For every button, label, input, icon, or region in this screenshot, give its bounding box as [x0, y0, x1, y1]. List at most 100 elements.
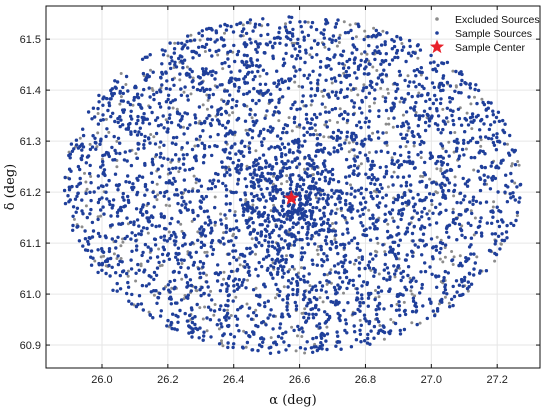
sample-source-point: [62, 188, 67, 193]
sample-source-point: [414, 279, 418, 283]
sample-source-point: [129, 163, 134, 168]
sample-source-point: [259, 33, 263, 38]
sample-source-point: [505, 236, 509, 240]
sample-source-point: [316, 200, 320, 204]
sample-source-point: [364, 116, 368, 120]
sample-source-point: [322, 205, 327, 210]
sample-source-point: [315, 165, 319, 169]
sample-source-point: [293, 47, 297, 51]
sample-source-point: [312, 165, 316, 169]
sample-source-point: [228, 202, 232, 206]
sample-source-point: [333, 303, 338, 307]
sample-source-point: [290, 32, 295, 36]
sample-source-point: [448, 100, 452, 104]
sample-source-point: [183, 311, 187, 316]
sample-source-point: [359, 340, 363, 344]
excluded-source-point: [89, 175, 93, 178]
sample-source-point: [396, 195, 401, 199]
sample-source-point: [417, 217, 421, 222]
sample-source-point: [305, 130, 309, 134]
sample-source-point: [484, 200, 489, 204]
sample-source-point: [121, 269, 126, 273]
sample-source-point: [188, 200, 192, 204]
sample-source-point: [141, 250, 145, 255]
sample-source-point: [336, 283, 340, 287]
sample-source-point: [150, 160, 155, 164]
sample-source-point: [186, 46, 190, 50]
sample-source-point: [375, 50, 380, 55]
sample-source-point: [83, 229, 87, 233]
sample-source-point: [271, 185, 275, 189]
sample-source-point: [74, 143, 79, 147]
sample-source-point: [358, 214, 362, 218]
sample-source-point: [233, 130, 237, 134]
sample-source-point: [297, 327, 301, 332]
sample-source-point: [172, 287, 176, 291]
sample-source-point: [162, 287, 166, 291]
sample-source-point: [372, 274, 376, 278]
sample-source-point: [287, 15, 291, 19]
sample-source-point: [354, 258, 358, 263]
sample-source-point: [268, 40, 272, 44]
sample-source-point: [355, 141, 359, 146]
sample-source-point: [222, 308, 226, 312]
sample-source-point: [255, 50, 259, 54]
sample-source-point: [102, 212, 106, 216]
sample-source-point: [491, 109, 495, 113]
sample-source-point: [210, 153, 214, 158]
sample-source-point: [324, 168, 328, 172]
sample-source-point: [502, 130, 507, 135]
sample-source-point: [427, 217, 431, 221]
sample-source-point: [326, 93, 331, 97]
sample-source-point: [198, 199, 202, 203]
excluded-source-point: [245, 164, 249, 168]
sample-source-point: [308, 191, 313, 195]
sample-source-point: [511, 191, 515, 195]
sample-source-point: [409, 189, 413, 193]
sample-source-point: [302, 251, 307, 255]
sample-source-point: [491, 210, 495, 214]
sample-source-point: [403, 232, 407, 236]
sample-source-point: [246, 200, 250, 205]
sample-source-point: [334, 93, 338, 98]
sample-source-point: [254, 237, 259, 242]
y-tick-label-0: 60.9: [20, 340, 41, 352]
sample-source-point: [324, 64, 328, 68]
sample-source-point: [453, 89, 457, 94]
excluded-source-point: [453, 175, 457, 179]
sample-source-point: [407, 126, 411, 130]
sample-source-point: [497, 224, 502, 229]
sample-source-point: [182, 132, 186, 136]
excluded-source-point: [356, 93, 360, 97]
sample-center-star: [283, 190, 299, 205]
sample-source-point: [377, 302, 382, 306]
sample-source-point: [416, 43, 420, 47]
sample-source-point: [300, 326, 304, 330]
sample-source-point: [101, 172, 105, 176]
sample-source-point: [293, 300, 297, 305]
sample-source-point: [405, 160, 409, 164]
sample-source-point: [288, 227, 292, 232]
sample-source-point: [164, 100, 169, 104]
sample-source-point: [174, 235, 178, 239]
sample-source-point: [384, 193, 388, 197]
sample-source-point: [416, 94, 420, 98]
sample-source-point: [287, 77, 291, 81]
sample-source-point: [176, 320, 180, 324]
sample-source-point: [275, 84, 279, 89]
sample-source-point: [324, 339, 328, 343]
sample-source-point: [180, 203, 184, 207]
sample-source-point: [165, 239, 169, 243]
sample-source-point: [503, 190, 507, 194]
sample-source-point: [288, 177, 292, 181]
sample-source-point: [368, 342, 372, 346]
sample-source-point: [423, 160, 427, 165]
excluded-source-point: [80, 225, 84, 229]
sample-source-point: [285, 294, 289, 299]
sample-source-point: [108, 97, 112, 101]
sample-source-point: [130, 117, 134, 121]
excluded-source-point: [95, 145, 99, 149]
sample-source-point: [384, 140, 389, 145]
sample-source-point: [201, 86, 205, 90]
sample-source-point: [309, 81, 313, 85]
